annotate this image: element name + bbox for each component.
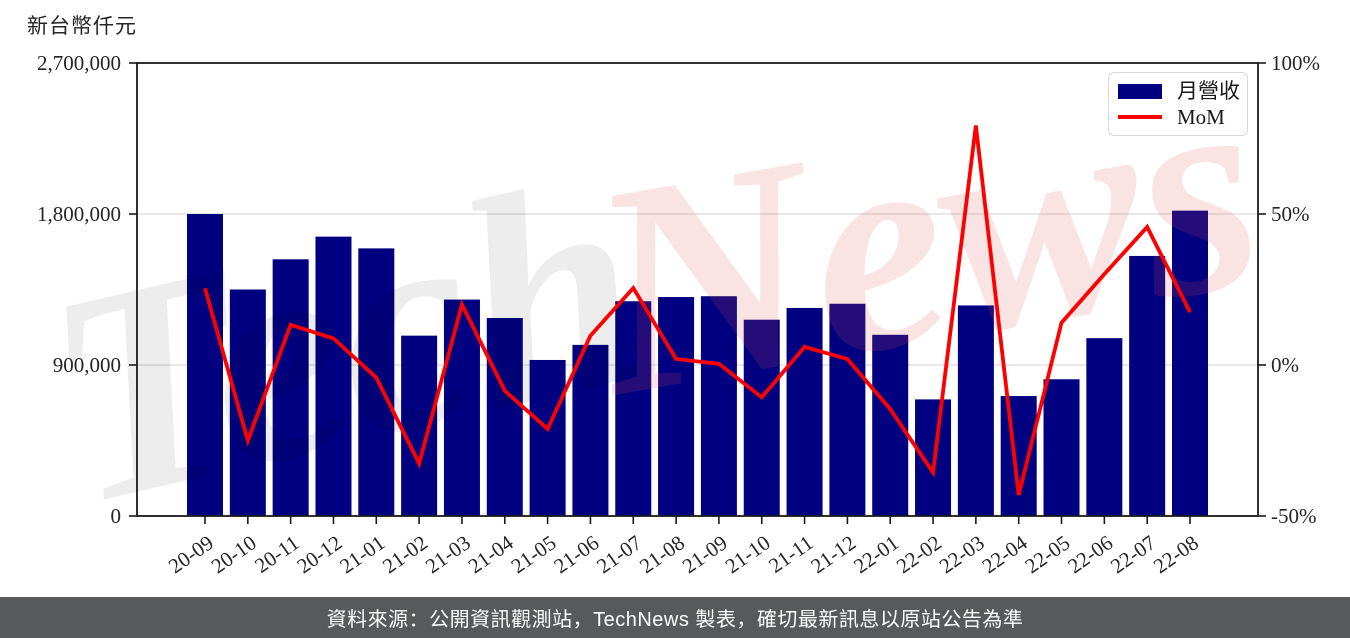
revenue-bar-21-04 [486, 318, 523, 516]
left-axis-tick-label: 0 [111, 504, 122, 528]
watermark-tech-text: Tech [20, 112, 668, 568]
revenue-bar-22-03 [957, 305, 994, 516]
x-axis-tick-label-22-04: 22-04 [978, 530, 1032, 578]
revenue-bar-21-09 [700, 296, 737, 516]
legend-item-mom: MoM [1118, 106, 1238, 128]
x-axis-tick-label-21-04: 21-04 [464, 530, 518, 578]
x-axis-tick-label-22-03: 22-03 [935, 530, 989, 578]
legend-item-revenue: 月營收 [1118, 78, 1240, 103]
right-axis-tick-label: 100% [1271, 51, 1320, 75]
x-axis-tick-label-22-01: 22-01 [849, 530, 903, 578]
x-axis-tick-label-21-01: 21-01 [335, 530, 389, 578]
mom-line-swatch [1118, 115, 1162, 119]
revenue-bar-21-12 [829, 303, 866, 516]
right-axis-tick-label: 50% [1271, 202, 1310, 226]
x-axis-tick-label-22-07: 22-07 [1106, 530, 1160, 578]
revenue-bar-22-07 [1129, 255, 1166, 516]
revenue-bar-20-12 [315, 236, 352, 516]
revenue-bar-21-08 [658, 297, 695, 516]
revenue-bar-swatch [1118, 83, 1162, 99]
revenue-bar-20-11 [272, 259, 309, 516]
legend-label-revenue: 月營收 [1177, 78, 1240, 103]
monthly-revenue-mom-chart: TechNews0900,0001,800,0002,700,000-50%0%… [20, 16, 1320, 578]
x-axis-tick-label-22-05: 22-05 [1020, 530, 1074, 578]
left-axis-tick-label: 1,800,000 [37, 202, 121, 226]
mom-line [203, 125, 1192, 496]
x-axis-tick-label-20-12: 20-12 [292, 530, 346, 578]
x-axis-tick-label-21-02: 21-02 [378, 530, 432, 578]
legend-label-mom: MoM [1177, 104, 1225, 129]
x-axis-tick-label-22-02: 22-02 [892, 530, 946, 578]
x-axis-tick-label-21-03: 21-03 [421, 530, 475, 578]
revenue-bar-22-04 [1000, 396, 1037, 516]
right-axis-tick-label: 0% [1271, 353, 1299, 377]
x-axis-tick-label-21-06: 21-06 [549, 530, 603, 578]
revenue-bar-22-05 [1043, 379, 1080, 516]
left-axis-tick-label: 900,000 [53, 353, 121, 377]
x-axis-tick-label-22-06: 22-06 [1063, 530, 1117, 578]
x-axis-tick-label-21-12: 21-12 [806, 530, 860, 578]
revenue-bar-22-08 [1172, 210, 1208, 516]
revenue-bar-20-09 [187, 214, 223, 516]
revenue-bar-21-07 [615, 301, 652, 516]
chart-legend: 月營收 MoM [1108, 72, 1248, 136]
left-axis-tick-label: 2,700,000 [37, 51, 121, 75]
revenue-bar-21-03 [443, 299, 480, 516]
revenue-bar-21-11 [786, 307, 823, 516]
x-axis-tick-label-21-11: 21-11 [764, 530, 817, 577]
x-axis-tick-label-21-07: 21-07 [592, 530, 646, 578]
revenue-bar-22-06 [1086, 338, 1123, 516]
x-axis-tick-label-21-08: 21-08 [635, 530, 689, 578]
x-axis-tick-label-21-10: 21-10 [721, 530, 775, 578]
left-axis-unit-label: 新台幣仟元 [27, 14, 137, 38]
x-axis-tick-label-20-11: 20-11 [250, 530, 303, 577]
revenue-bar-21-06 [572, 344, 609, 516]
x-axis-tick-label-21-09: 21-09 [678, 530, 732, 578]
revenue-bar-21-10 [743, 319, 780, 516]
plot-border [136, 62, 1259, 517]
right-axis-tick-label: -50% [1271, 504, 1317, 528]
revenue-bar-21-01 [358, 248, 395, 516]
x-axis-tick-label-21-05: 21-05 [507, 530, 561, 578]
revenue-bar-21-05 [529, 359, 566, 516]
x-axis-tick-label-22-08: 22-08 [1149, 530, 1203, 578]
source-footer: 資料來源：公開資訊觀測站，TechNews 製表，確切最新訊息以原站公告為準 [0, 597, 1350, 638]
source-footer-text: 資料來源：公開資訊觀測站，TechNews 製表，確切最新訊息以原站公告為準 [326, 609, 1024, 631]
